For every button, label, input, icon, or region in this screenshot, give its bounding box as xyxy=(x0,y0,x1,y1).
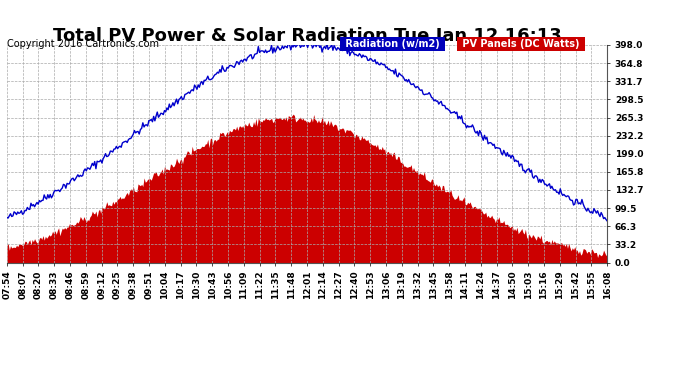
Text: Radiation (w/m2): Radiation (w/m2) xyxy=(342,39,443,50)
Text: Copyright 2016 Cartronics.com: Copyright 2016 Cartronics.com xyxy=(7,39,159,50)
Text: PV Panels (DC Watts): PV Panels (DC Watts) xyxy=(459,39,583,50)
Title: Total PV Power & Solar Radiation Tue Jan 12 16:13: Total PV Power & Solar Radiation Tue Jan… xyxy=(52,27,562,45)
